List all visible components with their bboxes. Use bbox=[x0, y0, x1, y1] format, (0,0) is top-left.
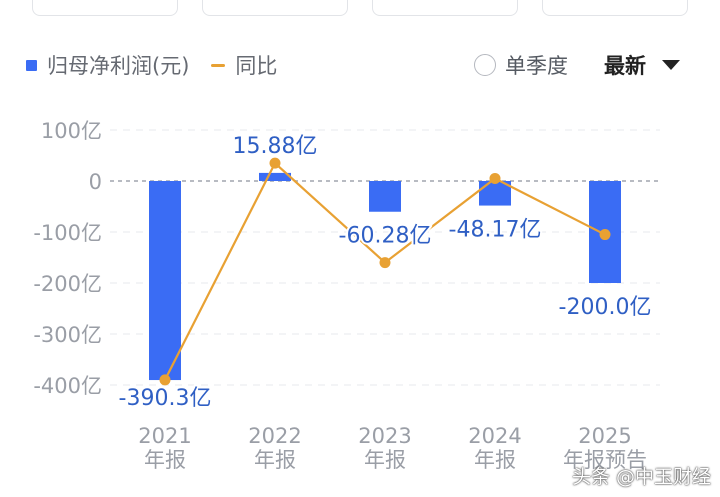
y-tick-label: -200亿 bbox=[33, 272, 102, 296]
y-tick-label: 0 bbox=[89, 170, 102, 194]
y-tick-label: -400亿 bbox=[33, 374, 102, 398]
y-tick-label: -100亿 bbox=[33, 221, 102, 245]
y-tick-label: -300亿 bbox=[33, 323, 102, 347]
x-tick-kind: 年报 bbox=[474, 448, 516, 472]
line-legend-label: 同比 bbox=[235, 54, 278, 78]
x-tick-year: 2021 bbox=[138, 424, 191, 448]
yoy-point bbox=[599, 229, 611, 241]
x-tick-kind: 年报 bbox=[254, 448, 296, 472]
x-tick-year: 2024 bbox=[468, 424, 521, 448]
watermark: 头条 @中玉财经 bbox=[572, 466, 712, 488]
x-tick-kind: 年报 bbox=[144, 448, 186, 472]
top-tab-3[interactable] bbox=[372, 0, 518, 16]
bar-value-label: -200.0亿 bbox=[559, 295, 652, 320]
y-tick-label: 100亿 bbox=[41, 119, 102, 143]
sort-dropdown-label: 最新 bbox=[604, 54, 646, 78]
bar-value-label: -60.28亿 bbox=[339, 224, 432, 249]
top-tab-2[interactable] bbox=[202, 0, 348, 16]
radio-icon[interactable] bbox=[474, 54, 496, 76]
profit-bar bbox=[149, 181, 181, 381]
x-tick-year: 2022 bbox=[248, 424, 301, 448]
bar-legend-swatch bbox=[26, 59, 37, 71]
line-legend-swatch bbox=[211, 63, 226, 67]
bar-legend-label: 归母净利润(元) bbox=[47, 54, 190, 78]
top-tab-1[interactable] bbox=[32, 0, 178, 16]
caret-down-icon bbox=[662, 60, 680, 70]
sort-dropdown[interactable]: 最新 bbox=[604, 50, 680, 80]
chart-legend: 归母净利润(元) 同比 bbox=[26, 50, 277, 80]
bar-value-label: -48.17亿 bbox=[449, 218, 542, 243]
x-tick-kind: 年报 bbox=[364, 448, 406, 472]
yoy-point bbox=[379, 257, 391, 269]
single-quarter-label: 单季度 bbox=[505, 54, 568, 78]
bar-value-label: -390.3亿 bbox=[119, 386, 212, 411]
x-tick-kind: 年报预告 bbox=[563, 448, 647, 472]
profit-bar bbox=[369, 181, 401, 212]
yoy-point bbox=[489, 172, 501, 184]
profit-bar bbox=[259, 172, 291, 181]
x-tick-year: 2025 bbox=[578, 424, 631, 448]
x-tick-year: 2023 bbox=[358, 424, 411, 448]
top-tab-4[interactable] bbox=[542, 0, 688, 16]
bar-value-label: 15.88亿 bbox=[233, 134, 318, 159]
yoy-point bbox=[269, 157, 281, 169]
yoy-point bbox=[159, 374, 171, 386]
single-quarter-toggle[interactable]: 单季度 bbox=[474, 50, 568, 80]
